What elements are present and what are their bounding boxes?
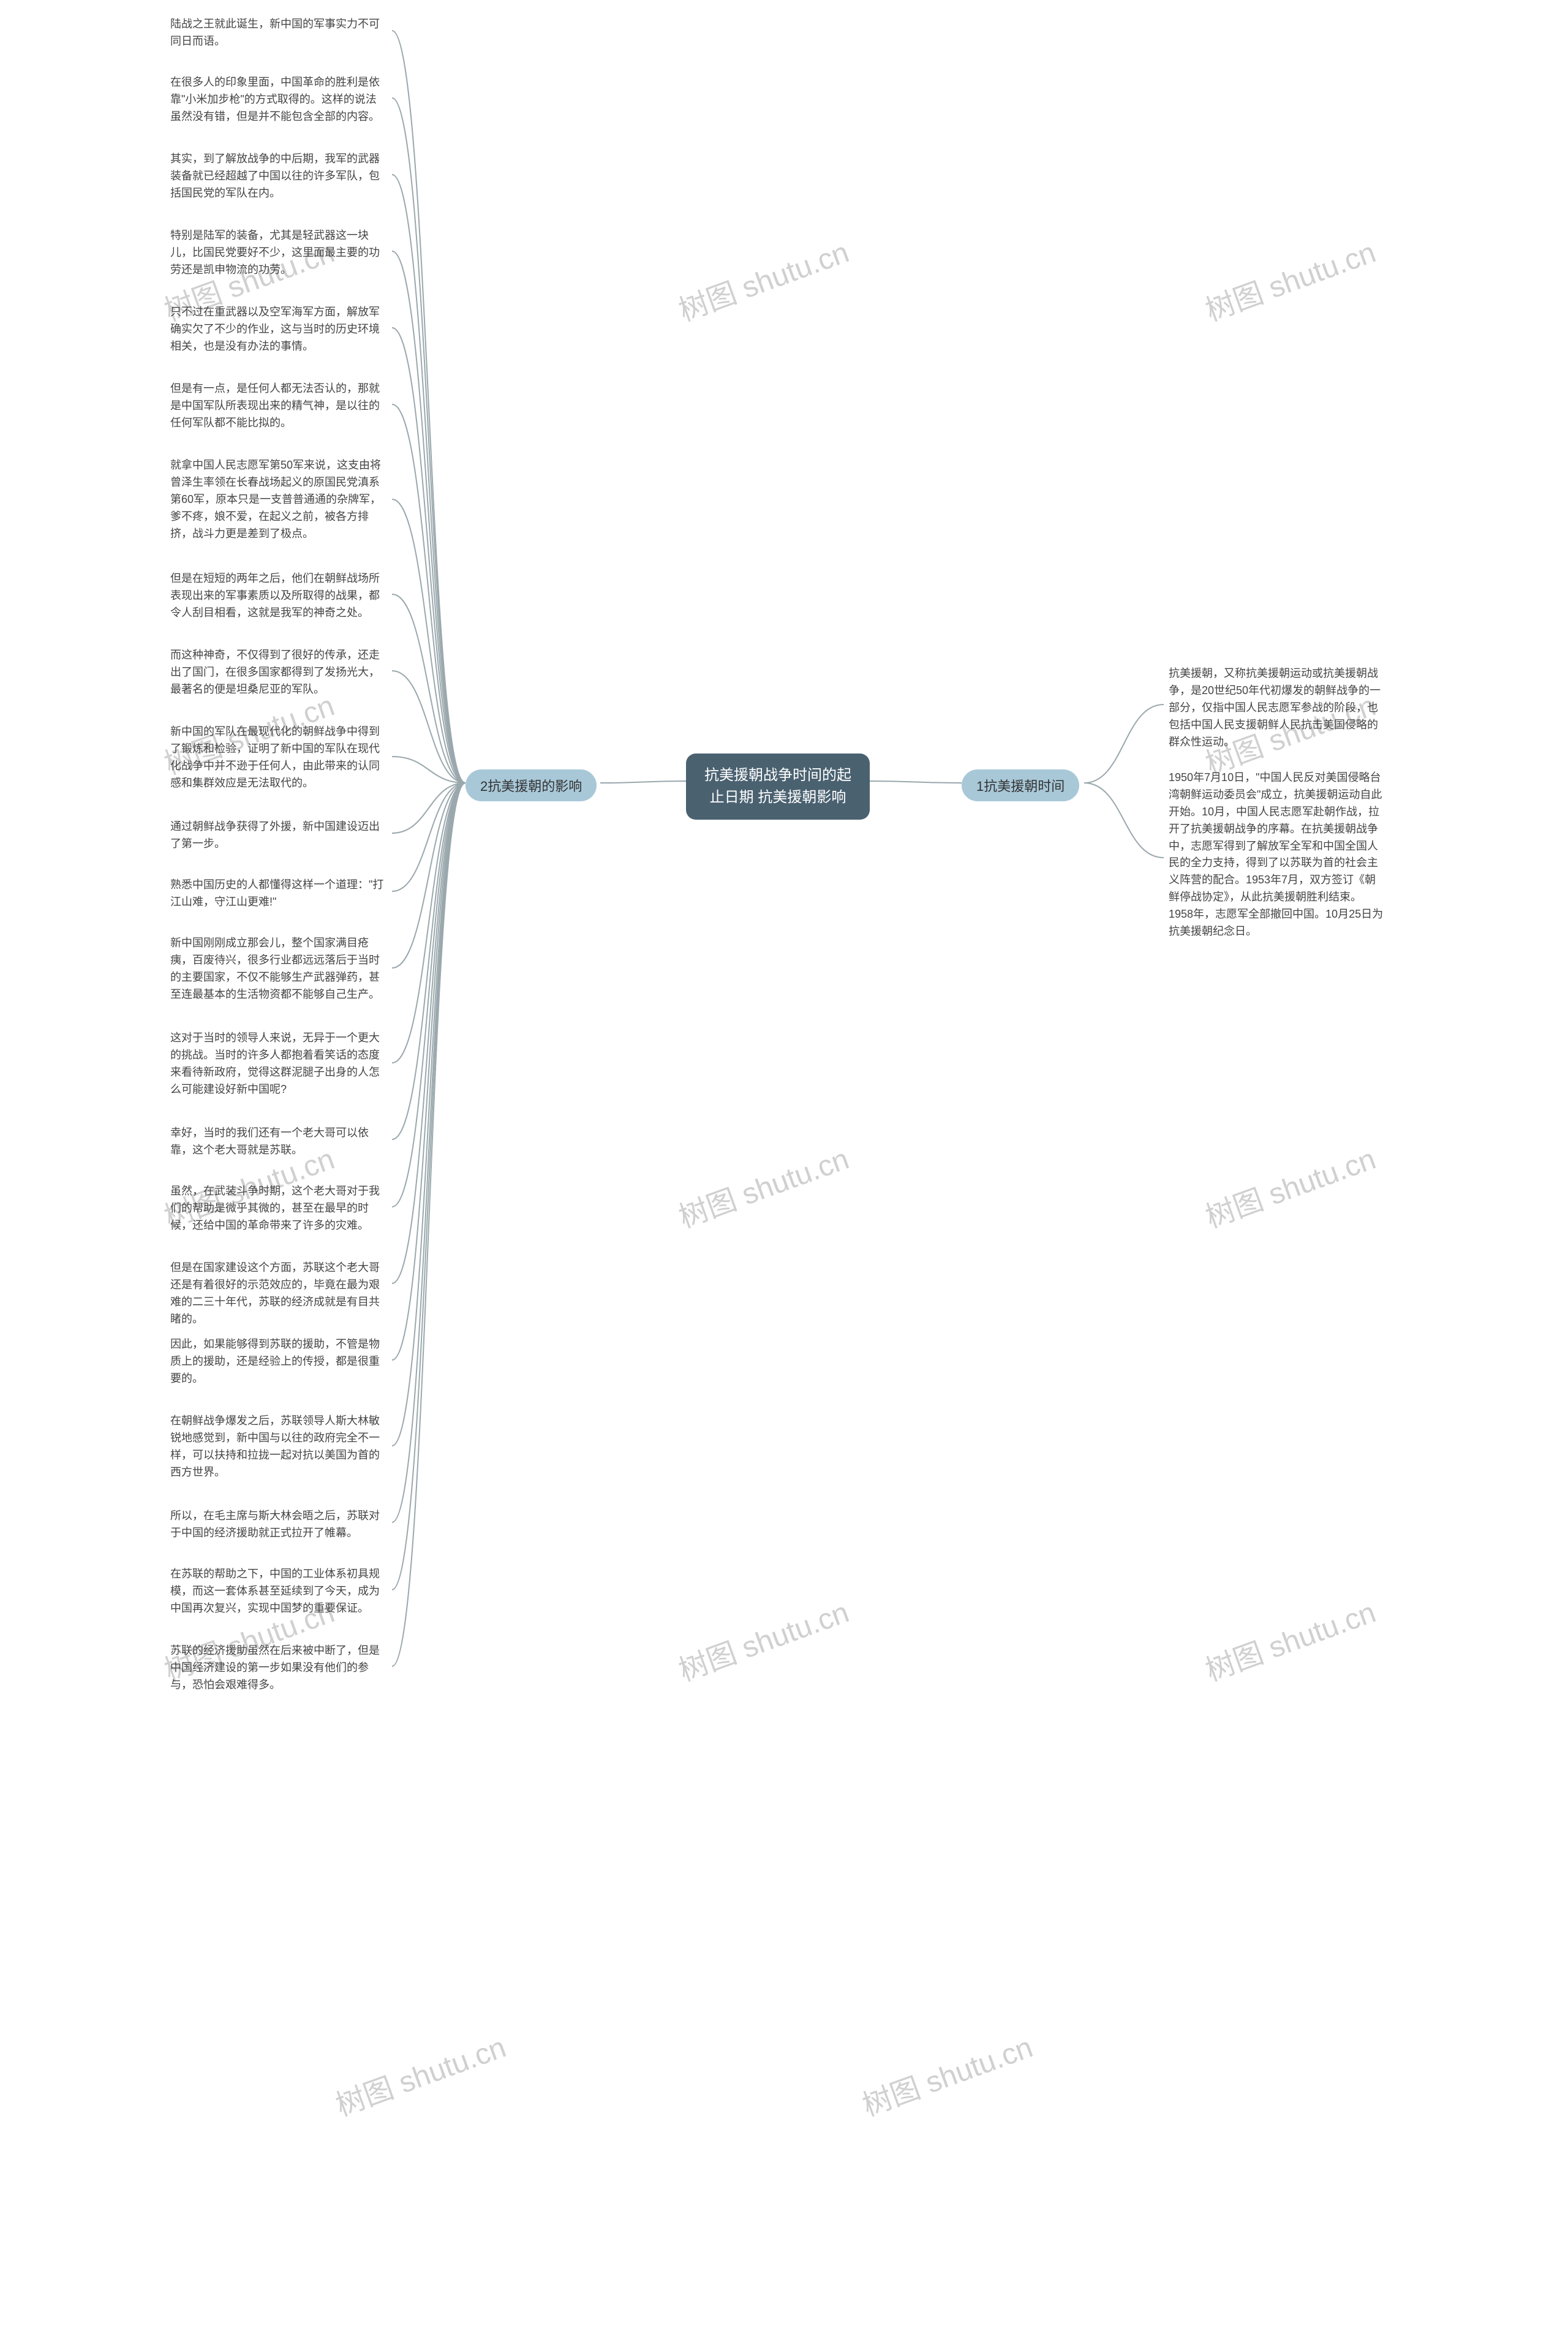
watermark: 树图 shutu.cn [1199, 228, 1381, 329]
leaf-text: 幸好，当时的我们还有一个老大哥可以依靠，这个老大哥就是苏联。 [170, 1127, 369, 1156]
leaf-node: 幸好，当时的我们还有一个老大哥可以依靠，这个老大哥就是苏联。 [165, 1121, 392, 1163]
leaf-text: 通过朝鲜战争获得了外援，新中国建设迈出了第一步。 [170, 820, 380, 850]
branch-label: 2抗美援朝的影响 [480, 779, 582, 794]
leaf-text: 而这种神奇，不仅得到了很好的传承，还走出了国门，在很多国家都得到了发扬光大，最著… [170, 649, 380, 695]
leaf-node: 苏联的经济援助虽然在后来被中断了，但是中国经济建设的第一步如果没有他们的参与，恐… [165, 1639, 392, 1698]
leaf-text: 熟悉中国历史的人都懂得这样一个道理："打江山难，守江山更难!" [170, 878, 383, 908]
watermark: 树图 shutu.cn [856, 2023, 1038, 2124]
leaf-node: 因此，如果能够得到苏联的援助，不管是物质上的援助，还是经验上的传授，都是很重要的… [165, 1332, 392, 1391]
leaf-text: 在苏联的帮助之下，中国的工业体系初具规模，而这一套体系甚至延续到了今天，成为中国… [170, 1568, 380, 1614]
branch-node: 2抗美援朝的影响 [466, 769, 597, 801]
leaf-node: 1950年7月10日，"中国人民反对美国侵略台湾朝鲜运动委员会"成立，抗美援朝运… [1164, 766, 1390, 944]
leaf-node: 但是在国家建设这个方面，苏联这个老大哥还是有着很好的示范效应的，毕竟在最为艰难的… [165, 1256, 392, 1332]
leaf-node: 熟悉中国历史的人都懂得这样一个道理："打江山难，守江山更难!" [165, 873, 392, 915]
leaf-node: 通过朝鲜战争获得了外援，新中国建设迈出了第一步。 [165, 815, 392, 856]
leaf-node: 新中国刚刚成立那会儿，整个国家满目疮痍，百废待兴，很多行业都远远落后于当时的主要… [165, 931, 392, 1007]
leaf-node: 虽然，在武装斗争时期，这个老大哥对于我们的帮助是微乎其微的，甚至在最早的时候，还… [165, 1179, 392, 1238]
leaf-text: 其实，到了解放战争的中后期，我军的武器装备就已经超越了中国以往的许多军队，包括国… [170, 153, 380, 199]
leaf-node: 抗美援朝，又称抗美援朝运动或抗美援朝战争，是20世纪50年代初爆发的朝鲜战争的一… [1164, 662, 1390, 754]
leaf-text: 因此，如果能够得到苏联的援助，不管是物质上的援助，还是经验上的传授，都是很重要的… [170, 1338, 380, 1384]
watermark: 树图 shutu.cn [1199, 1135, 1381, 1236]
leaf-text: 所以，在毛主席与斯大林会晤之后，苏联对于中国的经济援助就正式拉开了帷幕。 [170, 1509, 380, 1539]
leaf-text: 只不过在重武器以及空军海军方面，解放军确实欠了不少的作业，这与当时的历史环境相关… [170, 306, 380, 352]
leaf-node: 其实，到了解放战争的中后期，我军的武器装备就已经超越了中国以往的许多军队，包括国… [165, 147, 392, 206]
leaf-node: 陆战之王就此诞生，新中国的军事实力不可同日而语。 [165, 12, 392, 54]
leaf-node: 在苏联的帮助之下，中国的工业体系初具规模，而这一套体系甚至延续到了今天，成为中国… [165, 1562, 392, 1621]
leaf-text: 这对于当时的领导人来说，无异于一个更大的挑战。当时的许多人都抱着看笑话的态度来看… [170, 1032, 380, 1095]
branch-node: 1抗美援朝时间 [962, 769, 1079, 801]
leaf-text: 新中国刚刚成立那会儿，整个国家满目疮痍，百废待兴，很多行业都远远落后于当时的主要… [170, 937, 380, 1000]
leaf-node: 而这种神奇，不仅得到了很好的传承，还走出了国门，在很多国家都得到了发扬光大，最著… [165, 643, 392, 702]
leaf-text: 陆战之王就此诞生，新中国的军事实力不可同日而语。 [170, 18, 380, 47]
leaf-node: 特别是陆军的装备，尤其是轻武器这一块儿，比国民党要好不少，这里面最主要的功劳还是… [165, 224, 392, 282]
leaf-node: 但是有一点，是任何人都无法否认的，那就是中国军队所表现出来的精气神，是以往的任何… [165, 377, 392, 436]
leaf-text: 在朝鲜战争爆发之后，苏联领导人斯大林敏锐地感觉到，新中国与以往的政府完全不一样，… [170, 1415, 380, 1478]
leaf-text: 就拿中国人民志愿军第50军来说，这支由将曾泽生率领在长春战场起义的原国民党滇系第… [170, 459, 381, 540]
watermark: 树图 shutu.cn [329, 2023, 511, 2124]
leaf-node: 在很多人的印象里面，中国革命的胜利是依靠"小米加步枪"的方式取得的。这样的说法虽… [165, 70, 392, 129]
leaf-text: 抗美援朝，又称抗美援朝运动或抗美援朝战争，是20世纪50年代初爆发的朝鲜战争的一… [1169, 667, 1381, 748]
leaf-text: 但是有一点，是任何人都无法否认的，那就是中国军队所表现出来的精气神，是以往的任何… [170, 382, 380, 429]
leaf-text: 但是在短短的两年之后，他们在朝鲜战场所表现出来的军事素质以及所取得的战果，都令人… [170, 572, 380, 619]
watermark: 树图 shutu.cn [672, 1588, 854, 1689]
leaf-text: 特别是陆军的装备，尤其是轻武器这一块儿，比国民党要好不少，这里面最主要的功劳还是… [170, 229, 380, 276]
leaf-node: 新中国的军队在最现代化的朝鲜战争中得到了锻炼和检验，证明了新中国的军队在现代化战… [165, 720, 392, 796]
leaf-node: 所以，在毛主席与斯大林会晤之后，苏联对于中国的经济援助就正式拉开了帷幕。 [165, 1504, 392, 1546]
leaf-node: 就拿中国人民志愿军第50军来说，这支由将曾泽生率领在长春战场起义的原国民党滇系第… [165, 453, 392, 546]
leaf-text: 但是在国家建设这个方面，苏联这个老大哥还是有着很好的示范效应的，毕竟在最为艰难的… [170, 1261, 380, 1325]
leaf-node: 只不过在重武器以及空军海军方面，解放军确实欠了不少的作业，这与当时的历史环境相关… [165, 300, 392, 359]
leaf-node: 在朝鲜战争爆发之后，苏联领导人斯大林敏锐地感觉到，新中国与以往的政府完全不一样，… [165, 1409, 392, 1485]
leaf-text: 1950年7月10日，"中国人民反对美国侵略台湾朝鲜运动委员会"成立，抗美援朝运… [1169, 771, 1383, 937]
watermark: 树图 shutu.cn [672, 1135, 854, 1236]
center-node: 抗美援朝战争时间的起止日期 抗美援朝影响 [686, 754, 870, 820]
watermark: 树图 shutu.cn [672, 228, 854, 329]
branch-label: 1抗美援朝时间 [976, 779, 1065, 794]
center-node-label: 抗美援朝战争时间的起止日期 抗美援朝影响 [704, 767, 851, 806]
leaf-text: 在很多人的印象里面，中国革命的胜利是依靠"小米加步枪"的方式取得的。这样的说法虽… [170, 76, 380, 123]
leaf-node: 但是在短短的两年之后，他们在朝鲜战场所表现出来的军事素质以及所取得的战果，都令人… [165, 567, 392, 625]
leaf-text: 新中国的军队在最现代化的朝鲜战争中得到了锻炼和检验，证明了新中国的军队在现代化战… [170, 725, 380, 789]
leaf-node: 这对于当时的领导人来说，无异于一个更大的挑战。当时的许多人都抱着看笑话的态度来看… [165, 1026, 392, 1102]
leaf-text: 虽然，在武装斗争时期，这个老大哥对于我们的帮助是微乎其微的，甚至在最早的时候，还… [170, 1185, 380, 1231]
watermark: 树图 shutu.cn [1199, 1588, 1381, 1689]
leaf-text: 苏联的经济援助虽然在后来被中断了，但是中国经济建设的第一步如果没有他们的参与，恐… [170, 1644, 380, 1691]
